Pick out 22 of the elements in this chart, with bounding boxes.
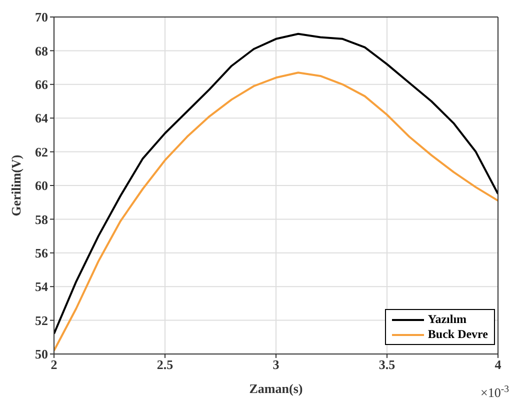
y-tick-label: 56 — [35, 246, 48, 261]
text: ×10$^{-3}$ — [480, 384, 510, 400]
y-tick-label: 70 — [35, 10, 48, 25]
legend-label: Yazılım — [428, 312, 467, 327]
x-tick-label: 4 — [494, 357, 502, 372]
y-axis-title: Gerilim(V) — [8, 154, 24, 216]
x-tick-label: 3.5 — [378, 357, 396, 372]
x-tick-label: 2.5 — [156, 357, 174, 372]
y-tick-label: 66 — [35, 77, 48, 92]
line-series — [54, 72, 498, 352]
y-tick-label: 58 — [35, 212, 48, 227]
y-tick-label: 64 — [35, 110, 48, 126]
legend-label: Buck Devre — [428, 327, 488, 342]
x-axis-title: Zaman(s) — [249, 381, 303, 396]
y-tick-label: 62 — [35, 144, 48, 160]
y-tick-label: 52 — [35, 312, 48, 328]
x-tick-label: 3 — [272, 357, 280, 372]
y-tick-label: 54 — [35, 279, 48, 294]
y-tick-label: 68 — [35, 43, 48, 58]
y-tick-label: 60 — [35, 178, 48, 194]
y-tick-label: 50 — [35, 346, 48, 362]
x-tick-label: 2 — [50, 357, 58, 372]
